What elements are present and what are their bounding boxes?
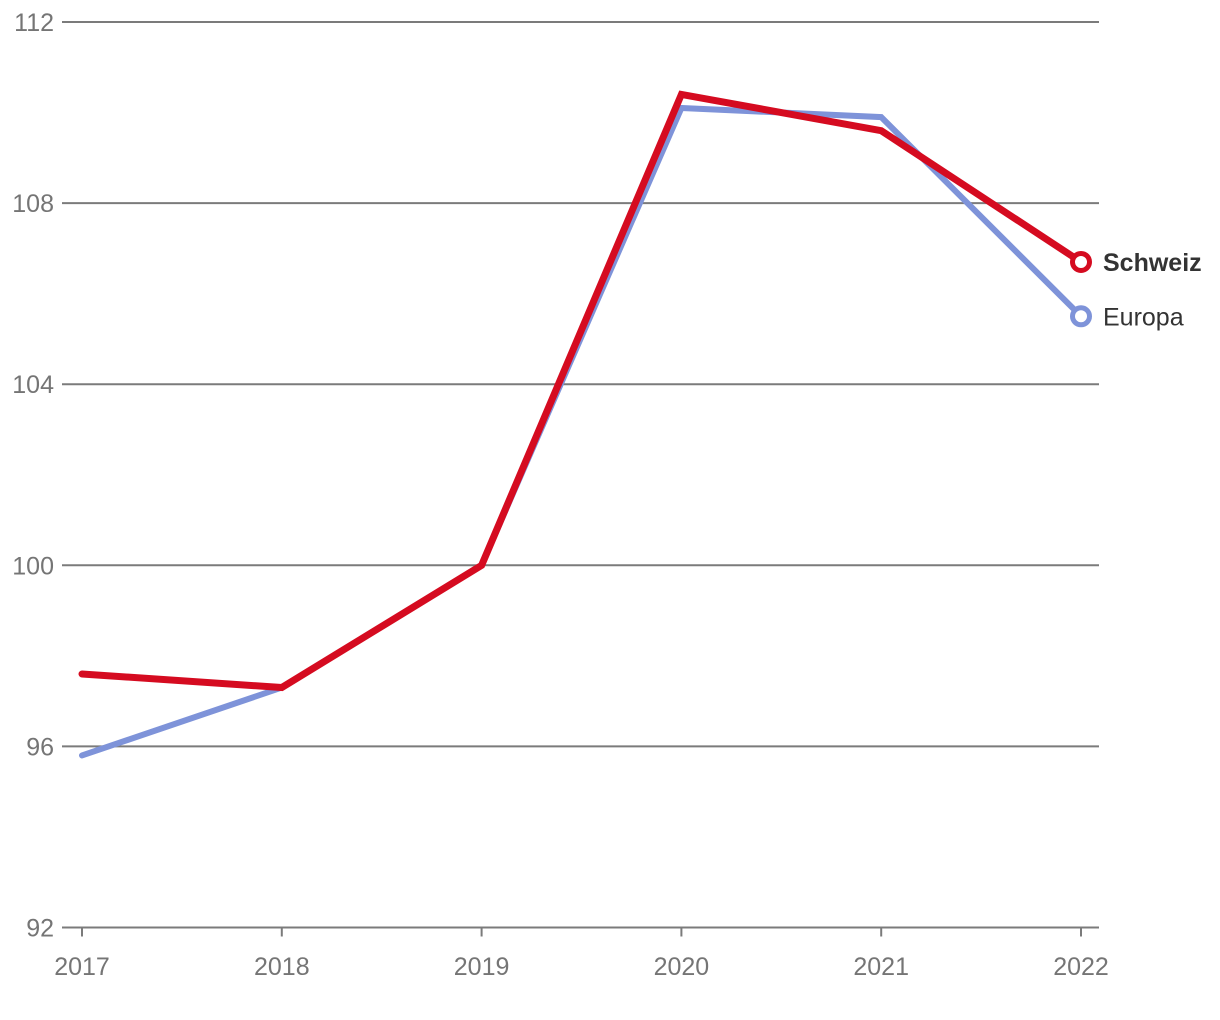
series-label-europa: Europa: [1103, 303, 1184, 331]
series-line-schweiz: [78, 90, 1085, 692]
x-tick-label-2018: 2018: [254, 953, 310, 981]
x-tick-label-2022: 2022: [1053, 953, 1109, 981]
x-tick-label-2019: 2019: [454, 953, 510, 981]
x-tick-label-2020: 2020: [654, 953, 710, 981]
y-tick-label-100: 100: [12, 552, 54, 580]
x-tick-label-2017: 2017: [54, 953, 110, 981]
x-tick-label-2021: 2021: [853, 953, 909, 981]
y-tick-label-96: 96: [26, 733, 54, 761]
series-line-europa: [79, 104, 1084, 759]
y-tick-label-104: 104: [12, 371, 54, 399]
y-tick-label-112: 112: [14, 9, 54, 37]
y-tick-label-108: 108: [12, 190, 54, 218]
end-marker-schweiz-icon: [1070, 250, 1092, 273]
y-tick-label-92: 92: [26, 915, 54, 943]
series-label-schweiz: Schweiz: [1103, 249, 1202, 277]
end-marker-europa-icon: [1070, 305, 1092, 328]
